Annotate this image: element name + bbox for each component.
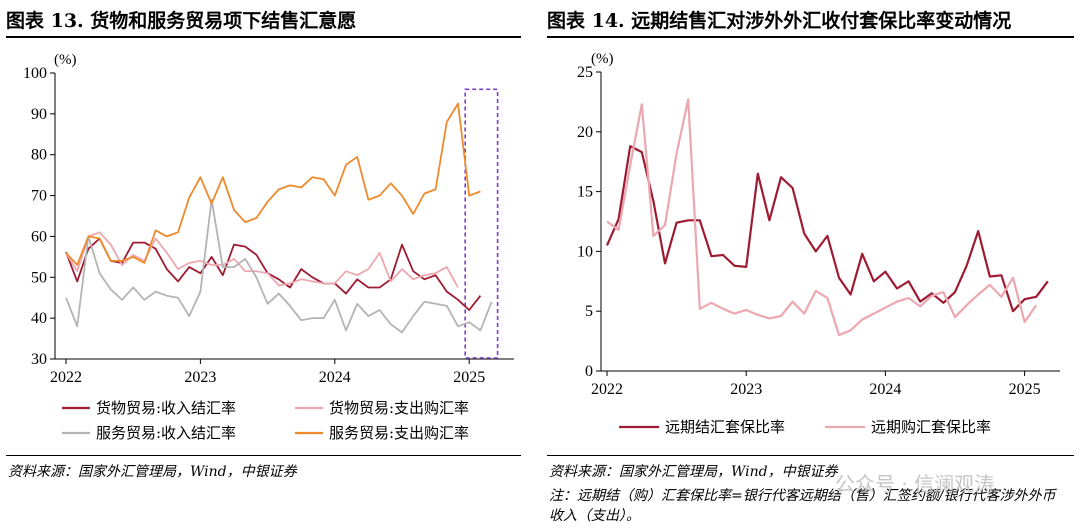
left-chart-title: 图表 13. 货物和服务贸易项下结售汇意愿 [6, 10, 357, 32]
right-series-1-line [605, 145, 1049, 313]
right-y-tick-label: 5 [585, 303, 593, 320]
right-unit-label: (%) [591, 51, 614, 67]
left-legend-label-3: 服务贸易:收入结汇率 [96, 424, 236, 442]
right-chart-title: 图表 14. 远期结售汇对涉外外汇收付套保比率变动情况 [547, 10, 1012, 32]
left-highlight-box [464, 88, 499, 359]
left-chart-panel: 图表 13. 货物和服务贸易项下结售汇意愿 30 40 50 60 70 80 90 100 (… [0, 0, 527, 531]
left-series-2-line [65, 231, 459, 288]
right-legend-label-1: 远期结汇套保比率 [665, 418, 785, 436]
left-y-tick-label: 80 [31, 147, 47, 164]
left-x-tick-label: 2022 [50, 369, 82, 386]
left-y-tick-label: 100 [23, 65, 47, 82]
left-series-3-line [65, 198, 493, 334]
left-y-tick-label: 50 [31, 269, 47, 286]
left-source-rule [6, 455, 521, 456]
left-y-tick-label: 30 [31, 351, 47, 368]
left-title-rule [6, 36, 521, 38]
right-x-tick-label: 2023 [730, 381, 762, 398]
left-y-tick-label: 70 [31, 188, 47, 205]
right-y-tick-label: 15 [577, 184, 593, 201]
right-y-tick-label: 10 [577, 243, 593, 260]
left-x-tick-label: 2023 [184, 369, 216, 386]
right-x-tick-label: 2022 [591, 381, 623, 398]
right-source-rule [547, 455, 1074, 456]
right-x-tick-label: 2024 [869, 381, 901, 398]
right-source: 资料来源：国家外汇管理局，Wind，中银证券 [549, 464, 838, 480]
right-legend-label-2: 远期购汇套保比率 [871, 418, 991, 436]
left-legend-label-2: 货物贸易:支出购汇率 [329, 399, 469, 417]
left-y-tick-label: 60 [31, 228, 47, 245]
right-x-tick-label: 2025 [1009, 381, 1041, 398]
right-y-tick-label: 0 [585, 363, 593, 380]
left-x-tick-label: 2025 [453, 369, 485, 386]
right-y-tick-label: 20 [577, 124, 593, 141]
left-legend-label-1: 货物贸易:收入结汇率 [96, 399, 236, 417]
right-chart-panel: 图表 14. 远期结售汇对涉外外汇收付套保比率变动情况 0 5 10 15 20 25 (%… [541, 0, 1080, 531]
watermark: 公众号 · 信澜观涛 [835, 472, 995, 496]
left-unit-label: (%) [54, 52, 77, 68]
left-y-tick-label: 40 [31, 310, 47, 327]
left-series-4-line [65, 102, 481, 266]
left-series-1-line [65, 237, 482, 311]
left-legend-label-4: 服务贸易:支出购汇率 [329, 424, 469, 442]
right-title-rule [547, 36, 1074, 38]
left-chart: 30 40 50 60 70 80 90 100 (%) 2022 2023 2024 2025 货物贸易… [23, 52, 514, 442]
left-y-tick-label: 90 [31, 106, 47, 123]
right-note: 注：远期结（购）汇套保比率=银行代客远期结（售）汇签约额/银行代客涉外外币收入（… [549, 488, 1056, 524]
left-x-tick-label: 2024 [319, 369, 351, 386]
right-series-2-line [606, 98, 1038, 337]
right-y-tick-label: 25 [577, 64, 593, 81]
left-source: 资料来源：国家外汇管理局，Wind，中银证券 [8, 464, 297, 480]
right-legend: 远期结汇套保比率 远期购汇套保比率 [619, 418, 991, 436]
